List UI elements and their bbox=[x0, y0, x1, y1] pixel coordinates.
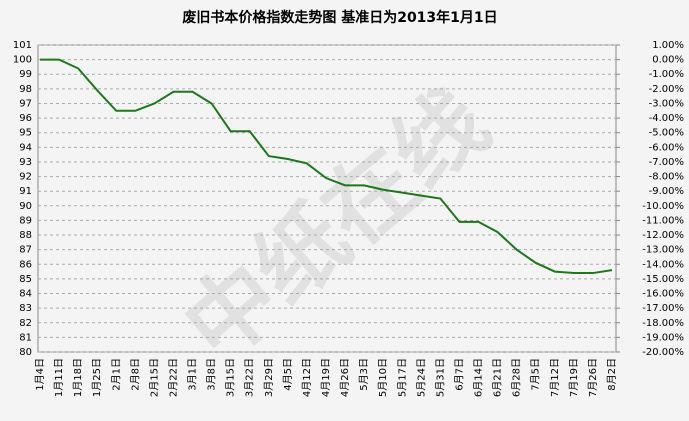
x-tick-label: 6月7日 bbox=[453, 358, 465, 391]
y2-tick-label: -1.00% bbox=[649, 69, 684, 80]
x-tick-label: 6月28日 bbox=[511, 358, 523, 397]
x-tick-label: 1月4日 bbox=[34, 358, 46, 391]
x-tick-label: 5月10日 bbox=[377, 358, 389, 397]
y2-tick-label: -7.00% bbox=[649, 157, 684, 168]
y-tick-label: 96 bbox=[19, 113, 32, 124]
y-tick-label: 91 bbox=[19, 186, 32, 197]
y2-tick-label: -12.00% bbox=[642, 230, 684, 241]
x-tick-label: 5月17日 bbox=[396, 358, 408, 397]
y2-tick-label: 0.00% bbox=[652, 55, 684, 66]
y-tick-label: 89 bbox=[19, 215, 32, 226]
y-tick-label: 99 bbox=[19, 69, 32, 80]
y-tick-label: 80 bbox=[19, 347, 32, 358]
y-tick-label: 95 bbox=[19, 128, 32, 139]
y-tick-label: 97 bbox=[19, 98, 32, 109]
x-tick-label: 6月21日 bbox=[492, 358, 504, 397]
x-tick-label: 7月19日 bbox=[568, 358, 580, 397]
x-tick-label: 7月26日 bbox=[587, 358, 599, 397]
y-tick-label: 101 bbox=[13, 40, 32, 51]
y-tick-label: 94 bbox=[19, 142, 32, 153]
x-tick-label: 2月22日 bbox=[167, 358, 179, 397]
chart-title: 废旧书本价格指数走势图 基准日为2013年1月1日 bbox=[182, 9, 497, 26]
x-tick-label: 1月25日 bbox=[91, 358, 103, 397]
y2-tick-label: -14.00% bbox=[642, 259, 684, 270]
x-tick-label: 2月8日 bbox=[129, 358, 141, 391]
y-tick-label: 90 bbox=[19, 201, 32, 212]
y-tick-label: 93 bbox=[19, 157, 32, 168]
y-tick-label: 92 bbox=[19, 172, 32, 183]
x-tick-label: 4月26日 bbox=[339, 358, 351, 397]
x-tick-label: 5月24日 bbox=[415, 358, 427, 397]
y2-tick-label: -6.00% bbox=[649, 142, 684, 153]
x-tick-label: 3月8日 bbox=[206, 358, 218, 391]
x-tick-label: 2月1日 bbox=[110, 358, 122, 391]
x-tick-label: 4月12日 bbox=[301, 358, 313, 397]
x-tick-label: 7月5日 bbox=[530, 358, 542, 391]
y2-tick-label: -19.00% bbox=[642, 332, 684, 343]
x-tick-label: 5月31日 bbox=[434, 358, 446, 397]
y2-tick-label: -13.00% bbox=[642, 245, 684, 256]
y-tick-label: 100 bbox=[13, 55, 32, 66]
y2-tick-label: -2.00% bbox=[649, 84, 684, 95]
series-line bbox=[40, 58, 613, 275]
x-tick-label: 4月19日 bbox=[320, 358, 332, 397]
x-tick-label: 3月1日 bbox=[187, 358, 199, 391]
x-tick-label: 1月18日 bbox=[72, 358, 84, 397]
y-tick-label: 83 bbox=[19, 303, 32, 314]
y2-tick-label: -15.00% bbox=[642, 274, 684, 285]
y-tick-label: 98 bbox=[19, 84, 32, 95]
y-tick-label: 88 bbox=[19, 230, 32, 241]
y2-tick-label: 1.00% bbox=[652, 40, 684, 51]
y2-tick-label: -10.00% bbox=[642, 201, 684, 212]
x-tick-label: 2月15日 bbox=[148, 358, 160, 397]
x-tick-label: 1月11日 bbox=[53, 358, 65, 397]
y-tick-label: 87 bbox=[19, 245, 32, 256]
y2-tick-label: -4.00% bbox=[649, 113, 684, 124]
x-tick-label: 3月15日 bbox=[225, 358, 237, 397]
y2-tick-label: -3.00% bbox=[649, 98, 684, 109]
y2-tick-label: -16.00% bbox=[642, 289, 684, 300]
x-tick-label: 3月29日 bbox=[263, 358, 275, 397]
y2-tick-label: -8.00% bbox=[649, 172, 684, 183]
y2-tick-label: -5.00% bbox=[649, 128, 684, 139]
y-tick-label: 85 bbox=[19, 274, 32, 285]
x-tick-label: 4月5日 bbox=[282, 358, 294, 391]
y2-tick-label: -9.00% bbox=[649, 186, 684, 197]
y-tick-label: 84 bbox=[19, 289, 32, 300]
y-tick-label: 86 bbox=[19, 259, 32, 270]
y2-tick-label: -11.00% bbox=[642, 215, 684, 226]
y-tick-label: 82 bbox=[19, 318, 32, 329]
y2-tick-label: -20.00% bbox=[642, 347, 684, 358]
y-tick-label: 81 bbox=[19, 332, 32, 343]
x-tick-label: 7月12日 bbox=[549, 358, 561, 397]
x-tick-label: 6月14日 bbox=[473, 358, 485, 397]
y2-tick-label: -17.00% bbox=[642, 303, 684, 314]
watermark: 中纸在线 bbox=[165, 70, 508, 382]
x-tick-label: 5月3日 bbox=[358, 358, 370, 391]
x-tick-label: 8月2日 bbox=[606, 358, 618, 391]
y2-tick-label: -18.00% bbox=[642, 318, 684, 329]
x-tick-label: 3月22日 bbox=[244, 358, 256, 397]
